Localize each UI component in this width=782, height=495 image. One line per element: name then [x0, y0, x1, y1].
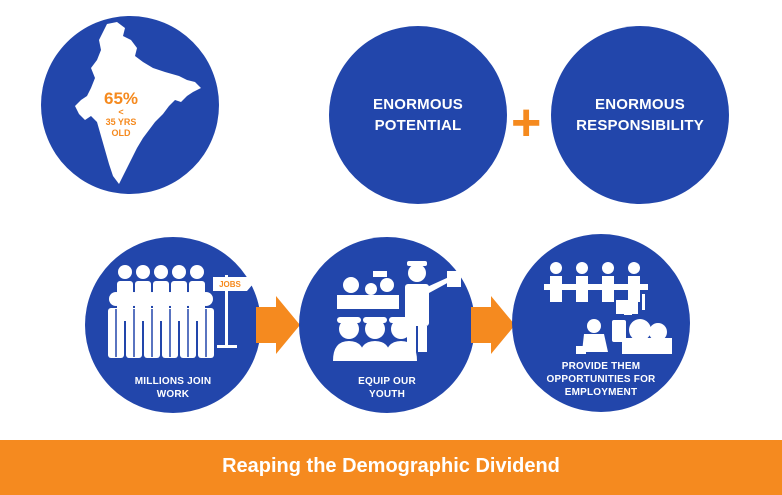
millions-circle: JOBS MILLIONS JOIN WORK	[85, 237, 261, 413]
millions-line-2: WORK	[156, 389, 190, 400]
provide-circle: PROVIDE THEM OPPORTUNITIES FOR EMPLOYMEN…	[512, 234, 690, 412]
equip-line-1: EQUIP OUR	[358, 376, 416, 387]
arrow-right-icon	[471, 296, 515, 354]
millions-line-1: MILLIONS JOIN	[134, 376, 212, 387]
potential-line-1: ENORMOUS	[373, 96, 463, 113]
crowd-icon	[108, 265, 253, 358]
equip-circle: EQUIP OUR YOUTH	[299, 237, 475, 413]
percent-value: 65%	[103, 89, 139, 108]
trainer-icon	[333, 261, 461, 361]
jobs-sign-label: JOBS	[219, 280, 241, 289]
responsibility-line-1: ENORMOUS	[595, 96, 685, 113]
potential-line-2: POTENTIAL	[374, 117, 462, 134]
plus-sign: +	[511, 94, 542, 152]
provide-line-3: EMPLOYMENT	[564, 387, 638, 398]
age-line-1: 35 YRS	[105, 117, 137, 127]
banner-title: Reaping the Demographic Dividend	[222, 455, 560, 477]
india-circle: 65% < 35 YRS OLD	[41, 16, 219, 194]
arrow-right-icon	[256, 296, 300, 354]
equip-label: EQUIP OUR YOUTH	[299, 375, 475, 401]
equip-line-2: YOUTH	[369, 389, 405, 400]
less-than-symbol: <	[118, 107, 124, 117]
responsibility-line-2: RESPONSIBILITY	[576, 117, 704, 134]
potential-circle: ENORMOUS POTENTIAL	[329, 26, 507, 204]
responsibility-label: ENORMOUS RESPONSIBILITY	[551, 94, 729, 136]
workers-icon	[544, 262, 672, 354]
provide-line-2: OPPORTUNITIES FOR	[546, 374, 656, 385]
footer-banner: Reaping the Demographic Dividend	[0, 440, 782, 495]
provide-line-1: PROVIDE THEM	[561, 361, 641, 372]
india-map-icon	[75, 22, 201, 184]
potential-label: ENORMOUS POTENTIAL	[329, 94, 507, 136]
age-line-2: OLD	[111, 128, 131, 138]
millions-label: MILLIONS JOIN WORK	[85, 375, 261, 401]
provide-label: PROVIDE THEM OPPORTUNITIES FOR EMPLOYMEN…	[512, 360, 690, 399]
responsibility-circle: ENORMOUS RESPONSIBILITY	[551, 26, 729, 204]
